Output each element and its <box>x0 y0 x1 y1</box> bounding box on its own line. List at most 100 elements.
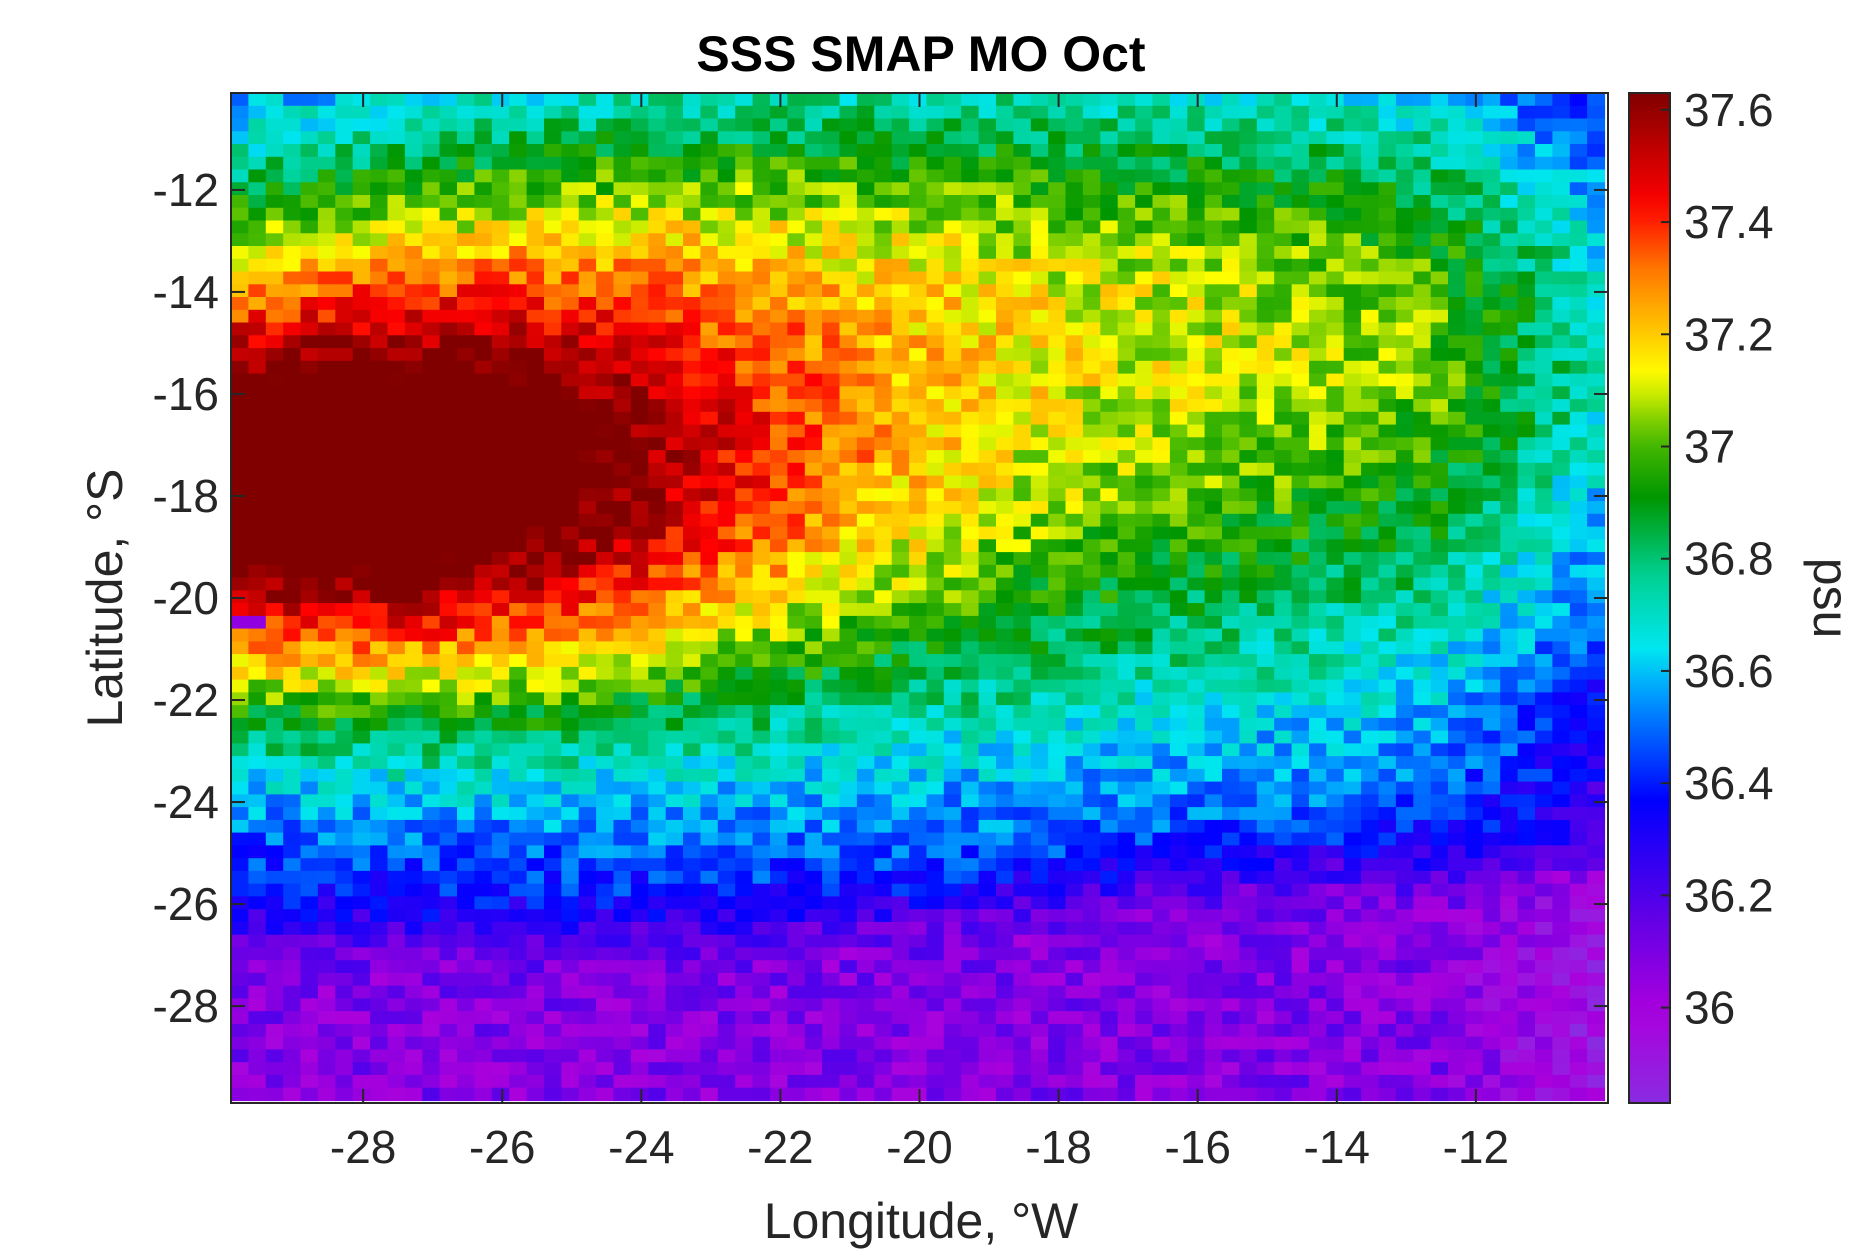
heatmap-cell <box>1135 858 1154 872</box>
heatmap-cell <box>526 488 545 502</box>
heatmap-cell <box>509 424 528 438</box>
heatmap-cell <box>926 768 945 783</box>
heatmap-cell <box>1169 360 1188 375</box>
heatmap-cell <box>822 93 841 107</box>
heatmap-cell <box>1274 373 1293 387</box>
heatmap-cell <box>596 335 615 349</box>
heatmap-cell <box>283 692 302 706</box>
heatmap-cell <box>491 386 510 400</box>
heatmap-cell <box>700 207 719 222</box>
heatmap-cell <box>943 641 962 655</box>
heatmap-cell <box>335 501 354 515</box>
heatmap-cell <box>1552 564 1571 579</box>
heatmap-cell <box>630 437 649 451</box>
heatmap-cell <box>387 628 406 642</box>
heatmap-cell <box>909 386 928 400</box>
heatmap-cell <box>978 348 997 362</box>
heatmap-cell <box>544 858 562 872</box>
heatmap-cell <box>404 437 423 451</box>
heatmap-cell <box>630 781 649 795</box>
heatmap-cell <box>1326 220 1345 234</box>
heatmap-cell <box>1169 309 1188 324</box>
heatmap-cell <box>1291 144 1310 158</box>
heatmap-cell <box>300 896 319 910</box>
heatmap-cell <box>1204 335 1223 349</box>
heatmap-cell <box>1569 348 1588 362</box>
heatmap-cell <box>1552 156 1571 171</box>
heatmap-cell <box>665 258 684 273</box>
heatmap-cell <box>717 781 736 795</box>
heatmap-cell <box>978 883 997 898</box>
heatmap-cell <box>1239 373 1258 387</box>
heatmap-cell <box>370 182 389 196</box>
heatmap-cell <box>1517 577 1536 591</box>
heatmap-cell <box>961 870 980 885</box>
heatmap-cell <box>1430 641 1449 655</box>
heatmap-cell <box>317 552 336 566</box>
heatmap-cell <box>544 386 562 400</box>
heatmap-cell <box>474 615 493 630</box>
heatmap-cell <box>683 819 701 834</box>
heatmap-cell <box>1517 386 1536 400</box>
heatmap-cell <box>1361 705 1380 719</box>
heatmap-cell <box>943 781 962 795</box>
heatmap-cell <box>387 488 406 502</box>
heatmap-cell <box>1239 271 1258 285</box>
heatmap-cell <box>370 207 389 222</box>
heatmap-cell <box>300 832 319 846</box>
heatmap-cell <box>839 883 858 898</box>
heatmap-cell <box>1361 258 1380 273</box>
heatmap-cell <box>1135 743 1154 757</box>
heatmap-cell <box>1169 144 1188 158</box>
heatmap-cell <box>509 807 528 821</box>
heatmap-cell <box>839 207 858 222</box>
heatmap-cell <box>1413 169 1432 183</box>
heatmap-cell <box>996 845 1014 859</box>
heatmap-cell <box>978 207 997 222</box>
heatmap-cell <box>1361 156 1380 171</box>
heatmap-cell <box>804 679 823 693</box>
heatmap-cell <box>752 450 771 464</box>
heatmap-cell <box>404 399 423 413</box>
heatmap-cell <box>1204 144 1223 158</box>
heatmap-cell <box>283 399 302 413</box>
heatmap-cell <box>1569 360 1588 375</box>
heatmap-cell <box>544 207 562 222</box>
heatmap-cell <box>1187 590 1206 604</box>
heatmap-cell <box>874 475 893 489</box>
heatmap-cell <box>1065 182 1084 196</box>
heatmap-cell <box>1552 807 1571 821</box>
heatmap-cell <box>1343 411 1362 426</box>
heatmap-cell <box>613 590 632 604</box>
heatmap-cell <box>909 424 928 438</box>
heatmap-cell <box>1100 424 1119 438</box>
heatmap-cell <box>804 794 823 808</box>
heatmap-cell <box>370 424 389 438</box>
heatmap-cell <box>1448 883 1466 898</box>
heatmap-cell <box>457 360 475 375</box>
heatmap-cell <box>317 845 336 859</box>
heatmap-cell <box>1239 93 1258 107</box>
heatmap-cell <box>839 182 858 196</box>
heatmap-cell <box>300 794 319 808</box>
heatmap-cell <box>1552 233 1571 247</box>
heatmap-cell <box>891 131 910 145</box>
heatmap-cell <box>770 807 788 821</box>
heatmap-cell <box>1169 692 1188 706</box>
heatmap-cell <box>996 437 1014 451</box>
heatmap-cell <box>352 348 371 362</box>
heatmap-cell <box>700 386 719 400</box>
heatmap-cell <box>1569 258 1588 273</box>
heatmap-cell <box>1569 666 1588 681</box>
heatmap-cell <box>630 577 649 591</box>
heatmap-cell <box>596 628 615 642</box>
heatmap-cell <box>683 258 701 273</box>
heatmap-cell <box>491 220 510 234</box>
heatmap-cell <box>265 603 284 617</box>
heatmap-cell <box>1552 424 1571 438</box>
heatmap-cell <box>1187 641 1206 655</box>
heatmap-cell <box>1030 832 1049 846</box>
heatmap-cell <box>1256 743 1275 757</box>
heatmap-cell <box>1448 692 1466 706</box>
heatmap-cell <box>491 756 510 770</box>
